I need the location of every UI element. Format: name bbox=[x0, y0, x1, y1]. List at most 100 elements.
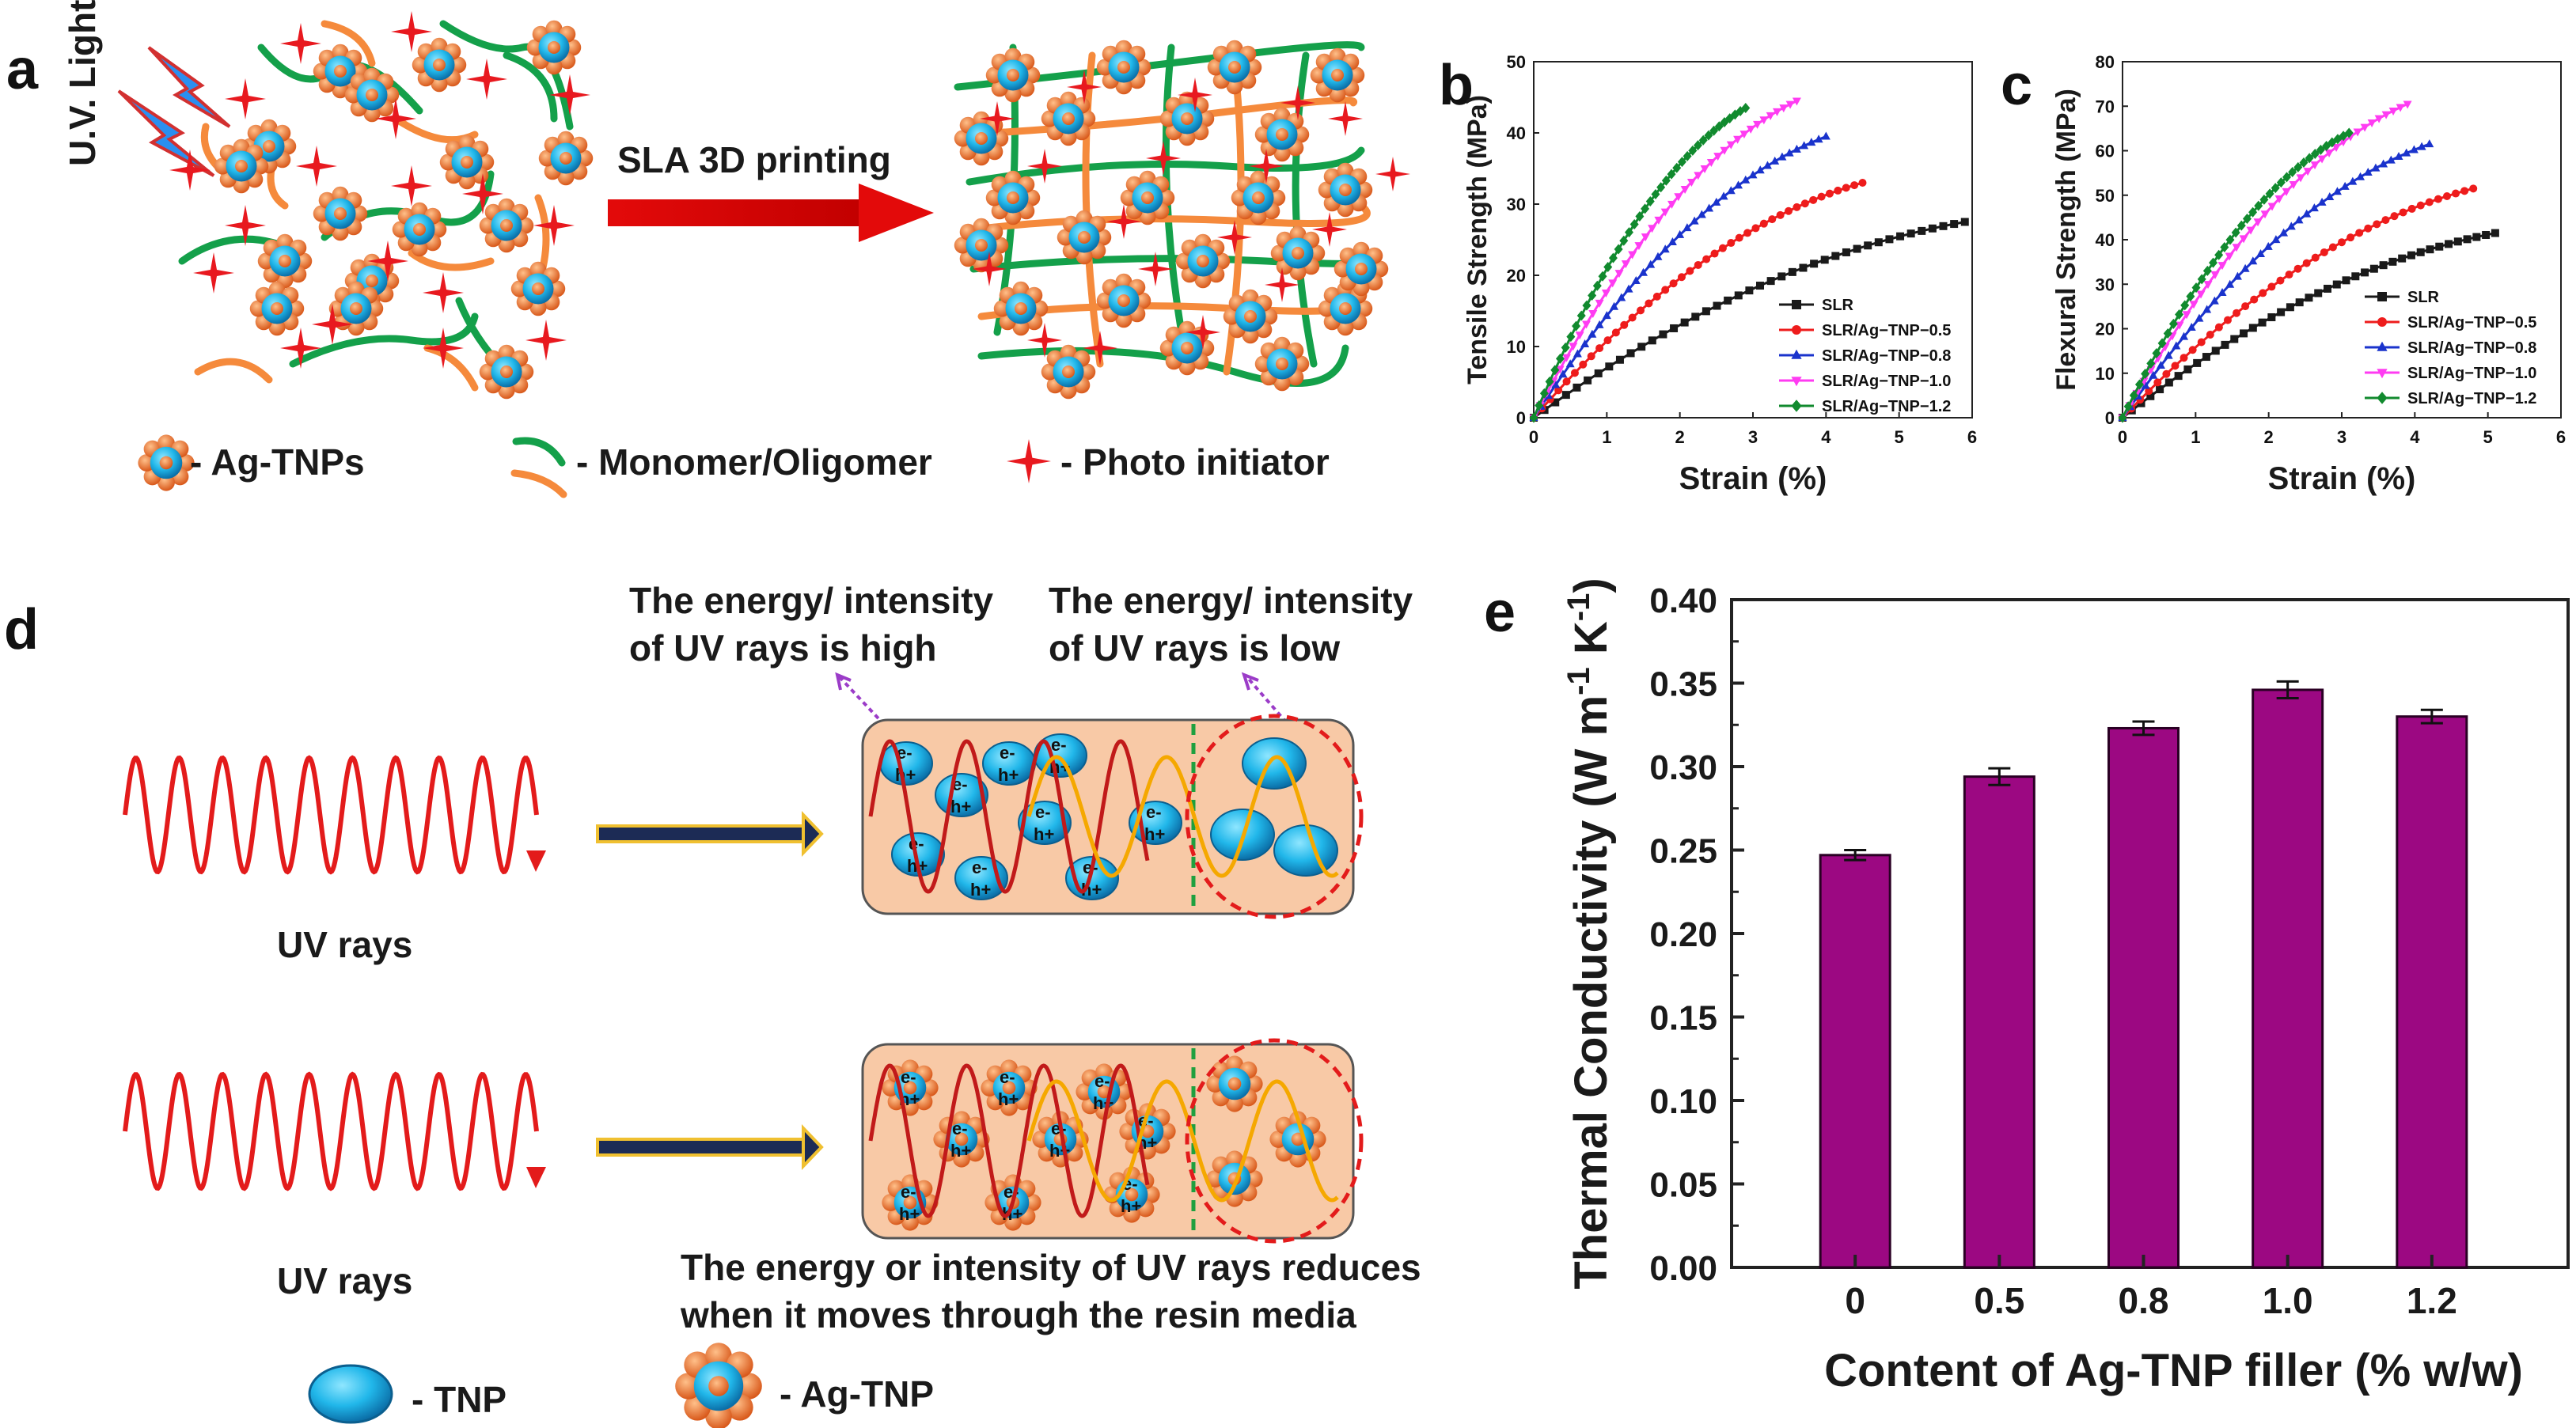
data-point bbox=[1608, 252, 1618, 263]
data-point bbox=[2288, 167, 2297, 177]
series-4 bbox=[1529, 103, 1751, 423]
data-point bbox=[1960, 218, 1969, 226]
bar bbox=[2252, 688, 2324, 1269]
data-point bbox=[2156, 361, 2165, 369]
y-axis-label: Tensile Strength (MPa) bbox=[1463, 95, 1493, 384]
data-point bbox=[2250, 295, 2259, 304]
y-tick-label: 0.40 bbox=[1649, 581, 1717, 620]
data-point bbox=[2332, 280, 2341, 289]
data-point bbox=[1637, 306, 1645, 315]
uv-rays-bottom-label: UV rays bbox=[277, 1260, 412, 1301]
data-point bbox=[1788, 267, 1796, 276]
photoinitiator-star bbox=[1265, 267, 1299, 302]
data-point bbox=[2145, 387, 2153, 396]
bar bbox=[2107, 726, 2180, 1269]
data-point bbox=[1726, 186, 1736, 195]
data-point bbox=[2379, 261, 2388, 270]
data-point bbox=[2286, 222, 2296, 230]
agtnp-particle bbox=[257, 233, 313, 289]
data-point bbox=[2153, 378, 2162, 387]
data-point bbox=[1739, 131, 1749, 139]
data-point bbox=[1595, 344, 1604, 353]
data-point bbox=[2407, 251, 2415, 259]
data-point bbox=[1614, 270, 1624, 278]
data-point bbox=[1624, 227, 1633, 238]
data-point bbox=[2409, 145, 2419, 153]
agtnp-particle bbox=[1119, 1103, 1176, 1160]
legend-monomer-label: - Monomer/Oligomer bbox=[576, 441, 932, 483]
data-point bbox=[2279, 228, 2289, 237]
low-energy-region bbox=[1185, 1038, 1364, 1244]
agtnp-particle bbox=[1207, 40, 1262, 95]
data-point bbox=[2265, 188, 2274, 199]
data-point bbox=[1562, 354, 1572, 362]
data-point bbox=[2174, 372, 2183, 381]
electron-label: e- bbox=[1035, 802, 1051, 822]
data-point bbox=[1726, 141, 1736, 150]
legend-photoinitiator-icon bbox=[1007, 439, 1051, 483]
data-point bbox=[1766, 277, 1775, 286]
data-point bbox=[1626, 349, 1635, 358]
data-point bbox=[1792, 325, 1801, 335]
series-4 bbox=[2118, 127, 2354, 423]
data-point bbox=[2187, 322, 2196, 331]
uv-wave-bottom bbox=[123, 1071, 546, 1191]
agtnp-particle bbox=[479, 344, 534, 400]
y-tick-label: 30 bbox=[2096, 275, 2115, 294]
uv-wave-line bbox=[123, 755, 539, 875]
data-point bbox=[1727, 239, 1736, 248]
data-point bbox=[2381, 111, 2391, 119]
data-point bbox=[2342, 276, 2350, 285]
data-point bbox=[2210, 296, 2219, 305]
data-point bbox=[1581, 320, 1591, 329]
photoinitiator-star bbox=[1138, 252, 1173, 286]
agtnp-particle bbox=[214, 138, 269, 194]
photoinitiator-star bbox=[1083, 331, 1117, 366]
data-point bbox=[2152, 347, 2161, 358]
data-point bbox=[1799, 263, 1808, 272]
data-point bbox=[1776, 210, 1785, 219]
photoinitiator-star bbox=[1027, 149, 1062, 184]
panel-d: d The energy/ intensity of UV rays is hi… bbox=[4, 580, 1421, 1428]
uv-light-label: U.V. Light bbox=[62, 0, 103, 166]
data-point bbox=[2202, 305, 2212, 313]
data-point bbox=[1573, 383, 1581, 392]
data-point bbox=[1588, 329, 1597, 338]
legend-agtnp-d-icon bbox=[675, 1343, 762, 1428]
electron-label: e- bbox=[1146, 802, 1162, 822]
x-tick-label: 1 bbox=[1602, 427, 1611, 447]
data-point bbox=[1675, 229, 1685, 238]
data-point bbox=[2425, 139, 2434, 148]
legend-agtnp-icon bbox=[138, 434, 195, 491]
data-point bbox=[2322, 141, 2331, 152]
data-point bbox=[2435, 242, 2444, 251]
photoinitiator-star bbox=[1027, 323, 1062, 358]
data-point bbox=[1686, 267, 1694, 275]
data-point bbox=[2233, 309, 2241, 317]
agtnp-particle bbox=[1057, 210, 1112, 265]
y-tick-label: 20 bbox=[2096, 320, 2115, 339]
data-point bbox=[1569, 343, 1578, 351]
series-1 bbox=[1530, 179, 1867, 422]
data-point bbox=[1820, 256, 1829, 264]
x-tick-label: 0.5 bbox=[1974, 1280, 2024, 1321]
agtnp-particle bbox=[1270, 225, 1326, 281]
data-point bbox=[1587, 352, 1595, 361]
data-point bbox=[2293, 264, 2302, 273]
data-point bbox=[1603, 336, 1612, 345]
data-point bbox=[2276, 177, 2286, 188]
agtnp-particle bbox=[1175, 233, 1231, 289]
photoinitiator-star bbox=[391, 165, 432, 206]
data-point bbox=[1637, 343, 1646, 351]
data-point bbox=[1555, 353, 1565, 364]
data-point bbox=[2285, 271, 2293, 279]
panel-label-a: a bbox=[6, 38, 39, 101]
data-point bbox=[2271, 235, 2281, 244]
y-tick-label: 0.35 bbox=[1649, 665, 1717, 704]
caption-line1: The energy or intensity of UV rays reduc… bbox=[681, 1247, 1421, 1288]
data-point bbox=[1705, 203, 1714, 212]
data-point bbox=[1766, 112, 1775, 120]
data-point bbox=[2469, 184, 2478, 193]
data-point bbox=[2402, 148, 2411, 157]
